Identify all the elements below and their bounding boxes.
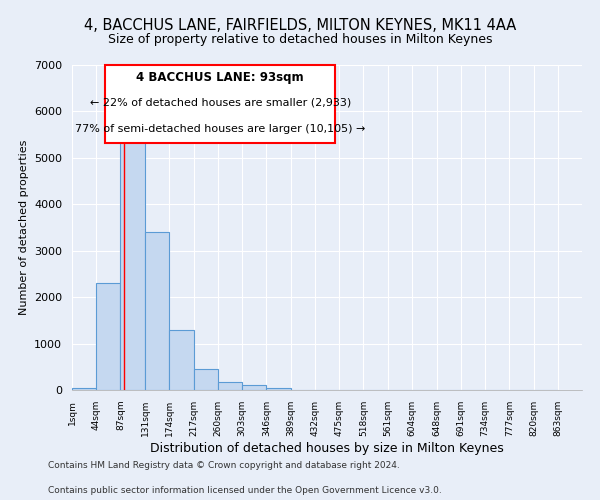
Bar (169, 330, 194, 390)
Bar (145, 232, 169, 390)
Bar (72, 388, 96, 390)
Text: Contains public sector information licensed under the Open Government Licence v3: Contains public sector information licen… (48, 486, 442, 495)
Bar (194, 369, 218, 390)
FancyBboxPatch shape (105, 65, 335, 143)
Y-axis label: Number of detached properties: Number of detached properties (19, 140, 29, 315)
Bar (218, 382, 242, 390)
Text: 4 BACCHUS LANE: 93sqm: 4 BACCHUS LANE: 93sqm (136, 72, 304, 85)
Text: ← 22% of detached houses are smaller (2,933): ← 22% of detached houses are smaller (2,… (89, 98, 351, 108)
Bar (96, 283, 121, 390)
Text: Contains HM Land Registry data © Crown copyright and database right 2024.: Contains HM Land Registry data © Crown c… (48, 461, 400, 470)
Text: 4, BACCHUS LANE, FAIRFIELDS, MILTON KEYNES, MK11 4AA: 4, BACCHUS LANE, FAIRFIELDS, MILTON KEYN… (84, 18, 516, 32)
Bar (266, 388, 290, 390)
Bar (121, 134, 145, 390)
X-axis label: Distribution of detached houses by size in Milton Keynes: Distribution of detached houses by size … (150, 442, 504, 454)
Text: Size of property relative to detached houses in Milton Keynes: Size of property relative to detached ho… (108, 32, 492, 46)
Text: 77% of semi-detached houses are larger (10,105) →: 77% of semi-detached houses are larger (… (75, 124, 365, 134)
Bar (242, 386, 266, 390)
